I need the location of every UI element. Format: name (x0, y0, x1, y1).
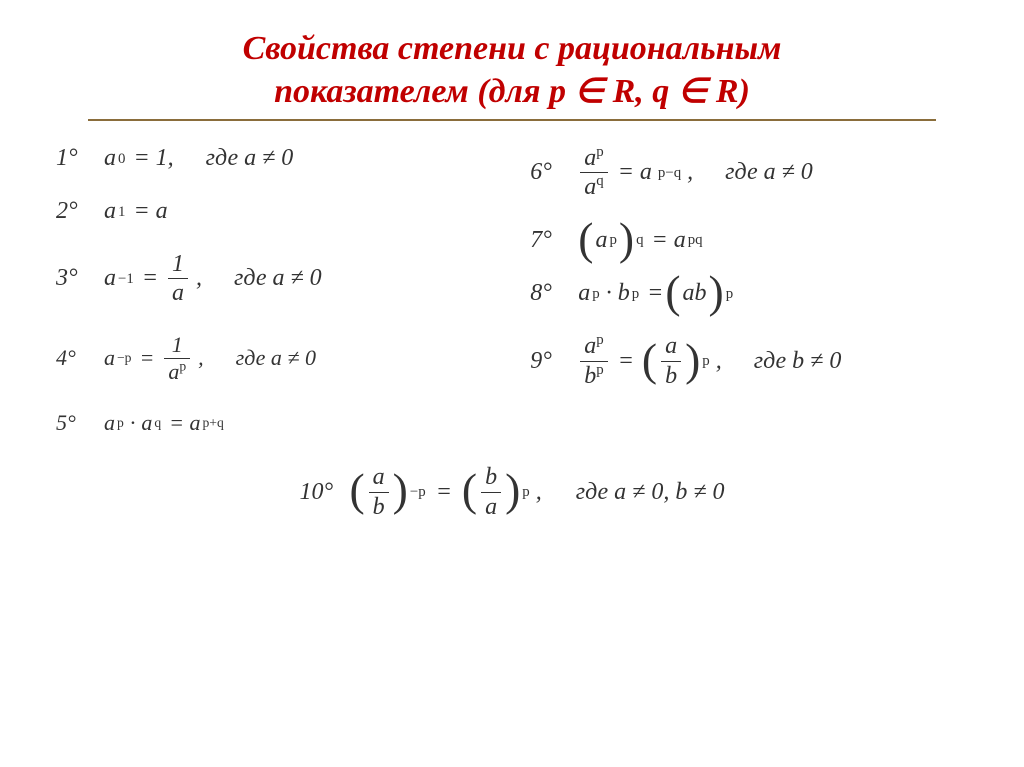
rule-condition: где a ≠ 0, b ≠ 0 (576, 479, 725, 506)
rule-7: 7° ( ap )q = apq (530, 227, 968, 254)
rule-5: 5° ap · aq = ap+q (56, 410, 494, 436)
rule-formula: ap aq = ap−q , (578, 145, 693, 201)
rule-9: 9° ap bp = ( a b )p , где b ≠ 0 (530, 333, 968, 389)
rule-8: 8° ap · bp = ( ab )p (530, 280, 968, 307)
fraction: b a (481, 464, 501, 520)
rule-formula: a1 = a (104, 198, 168, 225)
rule-number: 4° (56, 345, 90, 371)
slide: Свойства степени с рациональным показате… (0, 0, 1024, 767)
fraction: a b (369, 464, 389, 520)
rule-formula: ap · bp = ( ab )p (578, 280, 733, 307)
rule-number: 6° (530, 159, 564, 186)
fraction: a b (661, 333, 681, 389)
content-columns: 1° a0 = 1, где a ≠ 0 2° a1 = a 3° a−1 = (48, 145, 976, 436)
rule-condition: где a ≠ 0 (234, 265, 322, 292)
fraction: 1 a (168, 251, 188, 307)
fraction: ap aq (580, 145, 607, 201)
rule-formula: ap bp = ( a b )p , (578, 333, 721, 389)
rule-number: 3° (56, 265, 90, 292)
rule-number: 2° (56, 198, 90, 225)
right-column: 6° ap aq = ap−q , где a ≠ 0 7° ( ap )q (530, 145, 968, 436)
rule-number: 7° (530, 227, 564, 254)
title-underline (88, 119, 936, 121)
title-line-2: показателем (для p ∈ R, q ∈ R) (48, 71, 976, 114)
rule-condition: где b ≠ 0 (754, 348, 842, 375)
rule-number: 10° (299, 479, 333, 506)
rule-condition: где a ≠ 0 (236, 345, 316, 371)
rule-4: 4° a−p = 1 ap , где a ≠ 0 (56, 333, 494, 384)
rule-condition: где a ≠ 0 (206, 145, 294, 172)
rule-10: 10° ( a b )−p = ( b a )p , где a ≠ 0, b … (48, 464, 976, 520)
title-line-1: Свойства степени с рациональным (48, 28, 976, 71)
rule-formula: a−p = 1 ap , (104, 333, 204, 384)
rule-condition: где a ≠ 0 (725, 159, 813, 186)
rule-formula: a0 = 1, (104, 145, 174, 172)
rule-number: 9° (530, 348, 564, 375)
fraction: ap bp (580, 333, 607, 389)
rule-number: 8° (530, 280, 564, 307)
left-column: 1° a0 = 1, где a ≠ 0 2° a1 = a 3° a−1 = (56, 145, 494, 436)
fraction: 1 ap (164, 333, 190, 384)
rule-2: 2° a1 = a (56, 198, 494, 225)
rule-6: 6° ap aq = ap−q , где a ≠ 0 (530, 145, 968, 201)
rule-number: 5° (56, 410, 90, 436)
rule-formula: ( ap )q = apq (578, 227, 702, 254)
rule-formula: ap · aq = ap+q (104, 410, 224, 436)
rule-formula: a−1 = 1 a , (104, 251, 202, 307)
rule-1: 1° a0 = 1, где a ≠ 0 (56, 145, 494, 172)
slide-title: Свойства степени с рациональным показате… (48, 28, 976, 113)
rule-3: 3° a−1 = 1 a , где a ≠ 0 (56, 251, 494, 307)
rule-number: 1° (56, 145, 90, 172)
rule-formula: ( a b )−p = ( b a )p , (349, 464, 541, 520)
